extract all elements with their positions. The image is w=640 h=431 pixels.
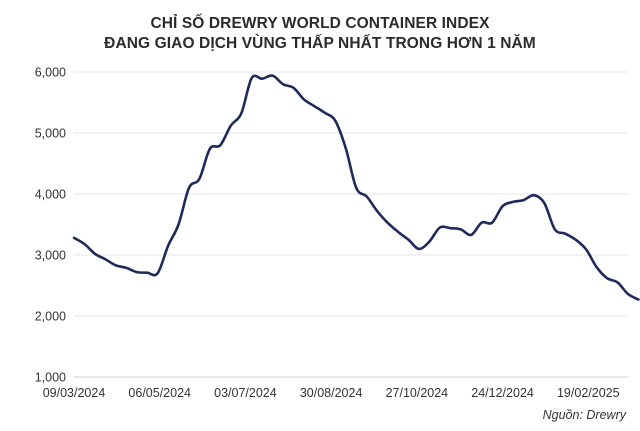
data-point	[156, 272, 158, 274]
data-point	[303, 98, 305, 100]
data-point	[512, 201, 514, 203]
data-point	[386, 221, 388, 223]
data-point	[313, 105, 315, 107]
y-tick-label: 3,000	[35, 249, 66, 263]
data-point	[397, 231, 399, 233]
data-point	[627, 293, 629, 295]
chart-title-line-2: ĐANG GIAO DỊCH VÙNG THẤP NHẤT TRONG HƠN …	[104, 35, 536, 52]
data-point	[136, 271, 138, 273]
data-point	[146, 271, 148, 273]
data-point	[480, 221, 482, 223]
y-axis-tick-labels: 1,000 2,000 3,000 4,000 5,000 6,000	[35, 66, 66, 385]
data-point	[491, 221, 493, 223]
data-point	[533, 194, 535, 196]
data-point	[198, 178, 200, 180]
x-tick-label: 24/12/2024	[471, 386, 534, 400]
data-point	[115, 264, 117, 266]
data-point	[376, 210, 378, 212]
gridlines	[74, 71, 628, 378]
data-point	[522, 199, 524, 201]
data-point	[585, 248, 587, 250]
data-point	[575, 239, 577, 241]
data-point	[616, 281, 618, 283]
data-point	[355, 187, 357, 189]
data-point	[501, 205, 503, 207]
data-point	[439, 226, 441, 228]
data-point	[230, 124, 232, 126]
data-point	[209, 148, 211, 150]
data-point	[595, 266, 597, 268]
data-point	[261, 78, 263, 80]
data-point	[271, 74, 273, 76]
data-point	[177, 223, 179, 225]
chart-title-line-1: CHỈ SỐ DREWRY WORLD CONTAINER INDEX	[150, 15, 490, 32]
data-point	[125, 267, 127, 269]
data-point	[418, 248, 420, 250]
chart-title: CHỈ SỐ DREWRY WORLD CONTAINER INDEX ĐANG…	[0, 14, 640, 54]
data-point	[564, 232, 566, 234]
x-tick-label: 03/07/2024	[214, 386, 277, 400]
x-tick-label: 19/02/2025	[557, 386, 620, 400]
data-point	[83, 243, 85, 245]
y-tick-label: 1,000	[35, 371, 66, 385]
data-point	[250, 77, 252, 79]
y-tick-label: 2,000	[35, 310, 66, 324]
data-point	[167, 245, 169, 247]
data-point	[94, 253, 96, 255]
x-tick-label: 27/10/2024	[386, 386, 449, 400]
data-point	[365, 195, 367, 197]
data-point	[606, 277, 608, 279]
series-line-wci	[72, 74, 640, 301]
data-point	[334, 120, 336, 122]
data-point	[292, 87, 294, 89]
data-point	[324, 112, 326, 114]
data-point	[554, 228, 556, 230]
x-tick-label: 09/03/2024	[43, 386, 106, 400]
data-point	[637, 298, 639, 300]
data-point	[219, 144, 221, 146]
x-tick-label: 06/05/2024	[128, 386, 191, 400]
data-point	[428, 240, 430, 242]
series-group	[72, 74, 640, 301]
data-point	[240, 112, 242, 114]
data-point	[470, 234, 472, 236]
data-point	[104, 258, 106, 260]
data-point	[73, 237, 75, 239]
data-point	[449, 227, 451, 229]
data-point	[543, 202, 545, 204]
data-point	[407, 239, 409, 241]
source-note: Nguồn: Drewry	[542, 408, 626, 422]
data-point	[345, 147, 347, 149]
data-point	[282, 83, 284, 85]
data-point	[460, 228, 462, 230]
data-point	[188, 187, 190, 189]
x-tick-label: 30/08/2024	[300, 386, 363, 400]
x-axis-tick-labels: 09/03/2024 06/05/2024 03/07/2024 30/08/2024…	[43, 386, 620, 400]
y-tick-label: 4,000	[35, 188, 66, 202]
y-tick-label: 5,000	[35, 127, 66, 141]
y-tick-label: 6,000	[35, 66, 66, 80]
